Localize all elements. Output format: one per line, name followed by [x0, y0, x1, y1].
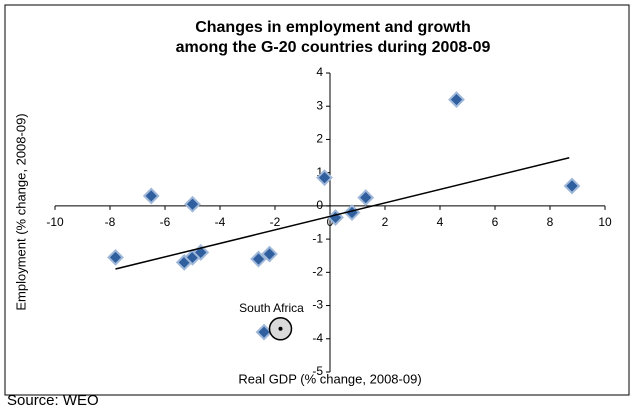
point: [448, 91, 465, 108]
annotation-marker-dot: [278, 326, 283, 331]
chart-border: [4, 4, 630, 396]
point: [184, 195, 201, 213]
trendline: [115, 156, 570, 270]
annotation-label: South Africa: [239, 301, 304, 315]
y-tick-label: 2: [316, 132, 323, 146]
point: [250, 250, 267, 268]
x-tick-label: -6: [160, 215, 171, 229]
y-tick-label: 0: [316, 198, 323, 212]
y-tick-label: -1: [312, 231, 323, 245]
x-tick-label: 6: [492, 215, 499, 229]
x-tick-label: -8: [105, 215, 116, 229]
chart-title: among the G-20 countries during 2008-09: [176, 39, 491, 56]
point: [255, 323, 273, 341]
point: [316, 169, 333, 187]
y-tick-label: 4: [316, 65, 323, 79]
source-note: Source: WEO: [7, 392, 99, 409]
x-tick-label: 2: [382, 215, 389, 229]
x-tick-label: -2: [270, 215, 281, 229]
point: [261, 245, 278, 263]
x-tick-label: 0: [327, 215, 334, 229]
point: [357, 189, 375, 206]
chart-title: Changes in employment and growth: [195, 19, 471, 36]
y-tick-label: 1: [316, 165, 323, 179]
x-tick-label: 8: [547, 215, 554, 229]
y-tick-label: -5: [312, 364, 323, 378]
x-tick-label: 10: [598, 215, 612, 229]
point: [107, 248, 124, 266]
x-tick-label: -10: [46, 215, 64, 229]
y-tick-label: -3: [312, 298, 323, 312]
y-tick-label: -2: [312, 265, 323, 279]
y-tick-label: -4: [312, 331, 323, 345]
y-tick-label: 3: [316, 98, 323, 112]
x-tick-label: -4: [215, 215, 226, 229]
point: [563, 177, 581, 195]
x-axis-title: Real GDP (% change, 2008-09): [238, 371, 421, 386]
x-tick-label: 4: [437, 215, 444, 229]
point: [142, 187, 160, 205]
y-axis-title: Employment (% change, 2008-09): [13, 113, 28, 310]
